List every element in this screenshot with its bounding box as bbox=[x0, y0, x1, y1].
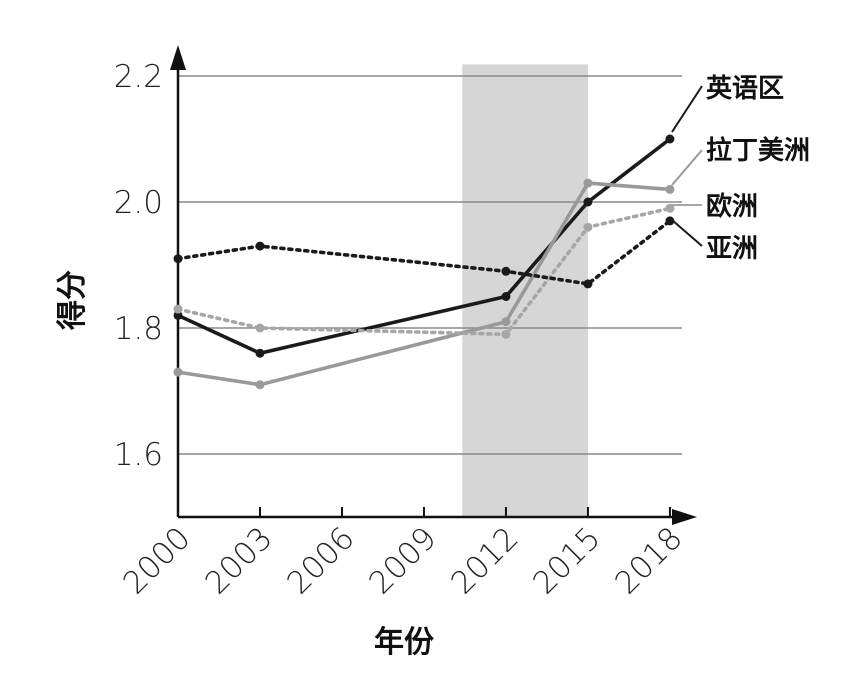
legend-leader-line bbox=[671, 149, 703, 186]
data-point bbox=[665, 203, 675, 213]
data-point bbox=[583, 222, 593, 232]
y-axis-arrow bbox=[170, 45, 186, 70]
x-tick-label: 2009 bbox=[362, 520, 443, 601]
legend-label: 欧洲 bbox=[706, 191, 758, 222]
legend-leader-line bbox=[671, 219, 703, 247]
y-axis-title: 得分 bbox=[55, 270, 90, 331]
x-tick-label: 2015 bbox=[526, 520, 607, 601]
data-point bbox=[583, 197, 593, 207]
data-point bbox=[255, 323, 265, 333]
series-line-1 bbox=[177, 181, 671, 387]
data-point bbox=[501, 329, 511, 339]
data-point bbox=[173, 367, 183, 377]
data-point bbox=[501, 317, 511, 327]
data-point bbox=[501, 266, 511, 276]
data-point bbox=[665, 184, 675, 194]
legend-leader-line bbox=[671, 85, 703, 133]
x-axis-arrow bbox=[672, 509, 697, 525]
data-point bbox=[255, 380, 265, 390]
y-tick-label: 1.6 bbox=[114, 437, 163, 473]
legend-label: 拉丁美洲 bbox=[706, 135, 810, 166]
x-tick-label: 2000 bbox=[116, 520, 197, 601]
data-point bbox=[173, 310, 183, 320]
data-point bbox=[255, 241, 265, 251]
data-point bbox=[173, 254, 183, 264]
legend-label: 亚洲 bbox=[706, 234, 758, 264]
y-tick-label: 1.8 bbox=[114, 311, 163, 347]
x-tick-label: 2018 bbox=[608, 520, 689, 601]
data-point bbox=[583, 178, 593, 188]
data-point bbox=[173, 304, 183, 314]
data-point bbox=[665, 216, 675, 226]
data-point bbox=[665, 134, 675, 144]
data-point bbox=[583, 279, 593, 289]
x-tick-label: 2006 bbox=[280, 520, 361, 601]
x-tick-label: 2003 bbox=[198, 520, 279, 601]
legend-label: 英语区 bbox=[706, 74, 784, 104]
series-line-3 bbox=[176, 219, 672, 286]
data-point bbox=[501, 292, 511, 301]
y-tick-label: 2.2 bbox=[114, 59, 163, 95]
x-axis-title: 年份 bbox=[374, 625, 434, 660]
y-tick-label: 2.0 bbox=[114, 185, 163, 221]
data-point bbox=[255, 348, 265, 358]
x-tick-label: 2012 bbox=[444, 520, 525, 601]
